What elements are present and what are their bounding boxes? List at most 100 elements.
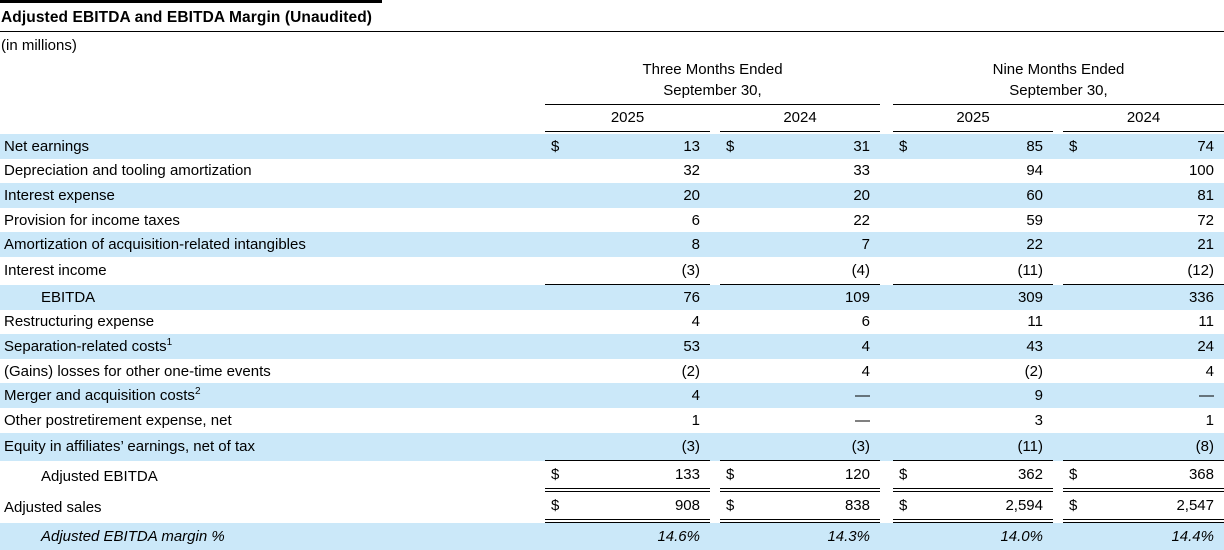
value-cell: (11) [893,257,1053,285]
cell-value: 14.3% [827,527,870,545]
period-group-header-row: Three Months Ended September 30, Nine Mo… [0,56,1224,105]
column-gap [880,408,893,433]
row-label: Equity in affiliates’ earnings, net of t… [4,438,255,456]
value-cell: 1 [1063,408,1224,433]
cell-value: — [855,387,870,405]
value-cell: 9 [893,383,1053,408]
value-cell: 14.3% [720,523,880,550]
cell-value: 11 [1198,313,1214,331]
column-gap [710,359,720,384]
cell-value: 43 [1026,337,1043,355]
value-cell: 7 [720,232,880,257]
row-label: Provision for income taxes [4,211,180,229]
value-cell: 1 [545,408,710,433]
cell-value: 4 [691,313,700,331]
value-cell: $362 [893,461,1053,492]
value-cell: 20 [720,183,880,208]
column-gap [710,257,720,285]
column-gap [880,134,893,159]
cell-value: (2) [681,362,700,380]
column-gap [710,232,720,257]
table-row: Merger and acquisition costs2 4 — 9 — [0,383,1224,408]
currency-symbol: $ [1069,465,1078,483]
column-gap [1053,232,1063,257]
value-cell: $85 [893,134,1053,159]
value-cell: 100 [1063,159,1224,184]
column-gap [1053,285,1063,310]
value-cell: (12) [1063,257,1224,285]
currency-symbol: $ [551,465,560,483]
column-gap [880,232,893,257]
value-cell: 11 [1063,310,1224,335]
cell-value: 76 [683,288,700,306]
row-label: Adjusted sales [4,498,102,516]
column-gap [1053,257,1063,285]
value-cell: $13 [545,134,710,159]
column-gap [1053,523,1063,550]
column-gap [1053,408,1063,433]
column-gap [710,208,720,233]
cell-value: 32 [683,162,700,180]
value-cell: 4 [545,383,710,408]
row-label: Net earnings [4,137,90,155]
cell-value: 14.6% [657,527,700,545]
cell-value: 309 [1017,288,1043,306]
column-gap [710,310,720,335]
cell-value: 74 [1197,137,1214,155]
group-title-line1: Nine Months Ended [992,61,1125,78]
currency-symbol: $ [899,496,908,514]
table-row: EBITDA 76 109 309 336 [0,284,1224,310]
row-label: Depreciation and tooling amortization [4,162,252,180]
cell-value: 22 [1026,236,1043,254]
cell-value: (12) [1187,261,1214,279]
value-cell: 4 [720,359,880,384]
group-title-line2: September 30, [663,82,762,99]
column-gap [1053,183,1063,208]
column-gap [880,334,893,359]
cell-value: 72 [1197,211,1214,229]
cell-value: — [855,411,870,429]
value-cell: (11) [893,433,1053,461]
column-gap [1053,433,1063,461]
cell-value: (3) [851,437,870,455]
value-cell: 309 [893,285,1053,310]
column-group-nine-months: Nine Months Ended September 30, [893,59,1224,105]
cell-value: 133 [674,465,700,483]
cell-value: (11) [1017,261,1043,279]
cell-value: 1 [1205,411,1214,429]
cell-value: 908 [674,496,700,514]
cell-value: 31 [853,137,870,155]
title-divider [0,31,1224,32]
value-cell: 3 [893,408,1053,433]
value-cell: 60 [893,183,1053,208]
table-row: Adjusted EBITDA $133 $120 $362 $368 [0,461,1224,492]
column-gap [880,523,893,550]
column-gap [710,492,720,523]
cell-value: 11 [1027,313,1043,331]
units-note: (in millions) [1,37,77,54]
value-cell: 4 [720,334,880,359]
cell-value: — [1199,387,1214,405]
value-cell: $2,594 [893,492,1053,523]
column-gap [880,433,893,461]
value-cell: $368 [1063,461,1224,492]
year-header-row: 2025 2024 2025 2024 [0,106,1224,132]
row-label: EBITDA [41,288,96,306]
column-gap [710,523,720,550]
cell-value: (3) [681,261,700,279]
value-cell: 6 [545,208,710,233]
value-cell: (2) [545,359,710,384]
column-gap [880,257,893,285]
value-cell: 72 [1063,208,1224,233]
title-block: Adjusted EBITDA and EBITDA Margin (Unaud… [0,0,1224,31]
currency-symbol: $ [726,137,735,155]
cell-value: 4 [691,387,700,405]
value-cell: 11 [893,310,1053,335]
value-cell: 24 [1063,334,1224,359]
value-cell: 33 [720,159,880,184]
row-label: Other postretirement expense, net [4,411,232,429]
footnote-marker: 1 [166,337,173,348]
value-cell: 109 [720,285,880,310]
column-gap [1053,359,1063,384]
column-gap [710,383,720,408]
